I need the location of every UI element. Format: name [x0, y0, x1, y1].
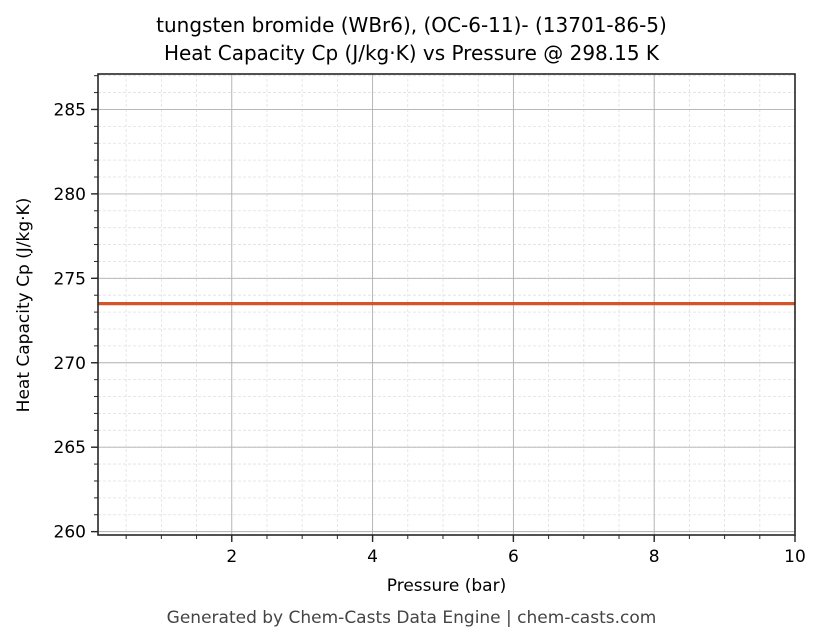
y-tick-label: 275: [54, 269, 86, 289]
x-tick-label: 2: [226, 547, 237, 567]
axes-frame: [97, 73, 796, 536]
y-tick-label: 285: [54, 100, 86, 120]
y-tick-label: 265: [54, 438, 86, 458]
footer-credit: Generated by Chem-Casts Data Engine | ch…: [166, 608, 657, 628]
x-tick-label: 4: [367, 547, 378, 567]
x-tick-label: 10: [784, 547, 806, 567]
x-tick-label: 8: [649, 547, 660, 567]
y-tick-label: 270: [54, 354, 86, 374]
y-tick-label: 260: [54, 523, 86, 543]
x-axis-label: Pressure (bar): [386, 576, 507, 596]
y-axis-label: Heat Capacity Cp (J/kg·K): [14, 197, 34, 413]
y-tick-label: 280: [54, 185, 86, 205]
chart-title: tungsten bromide (WBr6), (OC-6-11)- (137…: [156, 13, 667, 37]
x-tick-label: 6: [508, 547, 519, 567]
chart-subtitle: Heat Capacity Cp (J/kg·K) vs Pressure @ …: [163, 41, 660, 65]
